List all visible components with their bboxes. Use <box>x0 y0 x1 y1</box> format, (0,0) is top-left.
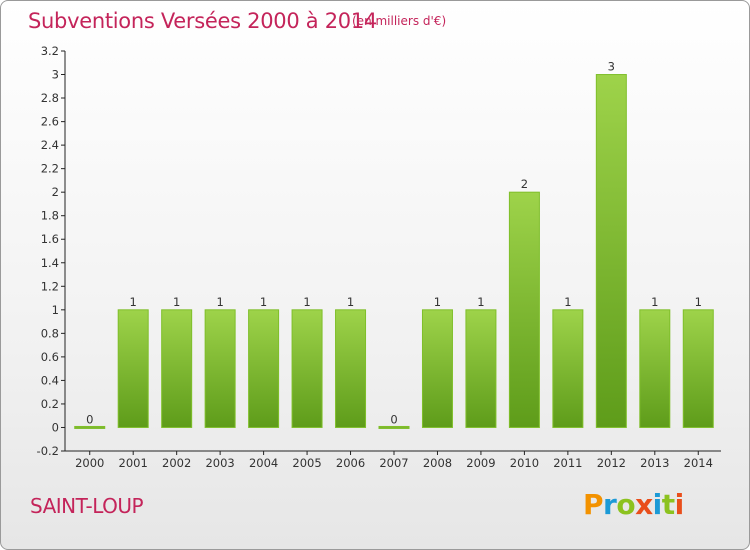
x-tick-label: 2013 <box>640 456 669 470</box>
data-label: 1 <box>347 295 354 309</box>
y-tick-label: 1.4 <box>41 256 59 270</box>
bar-2001 <box>117 309 149 428</box>
x-tick-label: 2000 <box>75 456 104 470</box>
y-tick-label: 1 <box>52 303 59 317</box>
chart-bars <box>74 74 714 429</box>
y-tick-label: 2.6 <box>41 115 59 129</box>
proxiti-logo: Proxiti <box>583 488 684 521</box>
x-tick-label: 2014 <box>684 456 713 470</box>
data-label: 3 <box>608 60 615 74</box>
data-label: 1 <box>130 295 137 309</box>
y-tick-label: 2.4 <box>41 138 59 152</box>
bar-2006 <box>335 309 367 428</box>
chart-data-labels: 0 1 1 1 1 1 1 0 1 1 2 1 3 1 1 <box>86 60 702 427</box>
data-label: 1 <box>651 295 658 309</box>
data-label: 2 <box>521 177 528 191</box>
y-tick-label: 0.6 <box>41 350 59 364</box>
bar-2005 <box>291 309 323 428</box>
data-label: 1 <box>477 295 484 309</box>
x-tick-label: 2006 <box>336 456 365 470</box>
data-label: 1 <box>260 295 267 309</box>
y-tick-label: 3 <box>52 68 59 82</box>
x-tick-label: 2010 <box>510 456 539 470</box>
x-tick-label: 2012 <box>597 456 626 470</box>
y-tick-label: 1.2 <box>41 279 59 293</box>
y-tick-label: 0.8 <box>41 326 59 340</box>
chart-subtitle: (en milliers d'€) <box>352 14 447 28</box>
bar-2003 <box>204 309 236 428</box>
x-tick-label: 2001 <box>119 456 148 470</box>
y-tick-label: 1.8 <box>41 209 59 223</box>
x-tick-label: 2002 <box>162 456 191 470</box>
data-label: 0 <box>86 412 93 426</box>
data-label: 1 <box>216 295 223 309</box>
bar-2000 <box>74 425 106 429</box>
data-label: 1 <box>695 295 702 309</box>
bar-2011 <box>552 309 584 428</box>
bar-2010 <box>508 191 540 428</box>
y-tick-label: 0.4 <box>41 373 59 387</box>
bar-2013 <box>639 309 671 428</box>
commune-name: SAINT-LOUP <box>30 494 144 518</box>
data-label: 1 <box>564 295 571 309</box>
x-tick-label: 2011 <box>553 456 582 470</box>
y-tick-label: 2.2 <box>41 162 59 176</box>
x-tick-label: 2004 <box>249 456 278 470</box>
chart-axes: -0.2 0 0.2 0.4 0.6 0.8 1 1.2 1.4 1.6 1.8 2 2.2 2.4 2.6… <box>37 44 721 470</box>
x-tick-label: 2008 <box>423 456 452 470</box>
chart-title: Subventions Versées 2000 à 2014 <box>28 9 377 33</box>
bar-2012 <box>595 74 627 428</box>
y-tick-label: 0.2 <box>41 397 59 411</box>
x-tick-label: 2009 <box>466 456 495 470</box>
x-tick-label: 2007 <box>379 456 408 470</box>
bar-2004 <box>248 309 280 428</box>
y-tick-label: 2 <box>52 185 59 199</box>
x-tick-label: 2003 <box>205 456 234 470</box>
data-label: 1 <box>173 295 180 309</box>
y-tick-label: 1.6 <box>41 232 59 246</box>
data-label: 0 <box>390 412 397 426</box>
y-tick-label: -0.2 <box>37 444 59 458</box>
data-label: 1 <box>434 295 441 309</box>
bar-2007 <box>378 425 410 429</box>
bar-2002 <box>161 309 193 428</box>
bar-2014 <box>682 309 714 428</box>
bar-2009 <box>465 309 497 428</box>
y-tick-label: 0 <box>52 420 59 434</box>
x-tick-label: 2005 <box>292 456 321 470</box>
y-tick-label: 2.8 <box>41 91 59 105</box>
bar-2008 <box>421 309 453 428</box>
y-tick-label: 3.2 <box>41 44 59 58</box>
data-label: 1 <box>303 295 310 309</box>
